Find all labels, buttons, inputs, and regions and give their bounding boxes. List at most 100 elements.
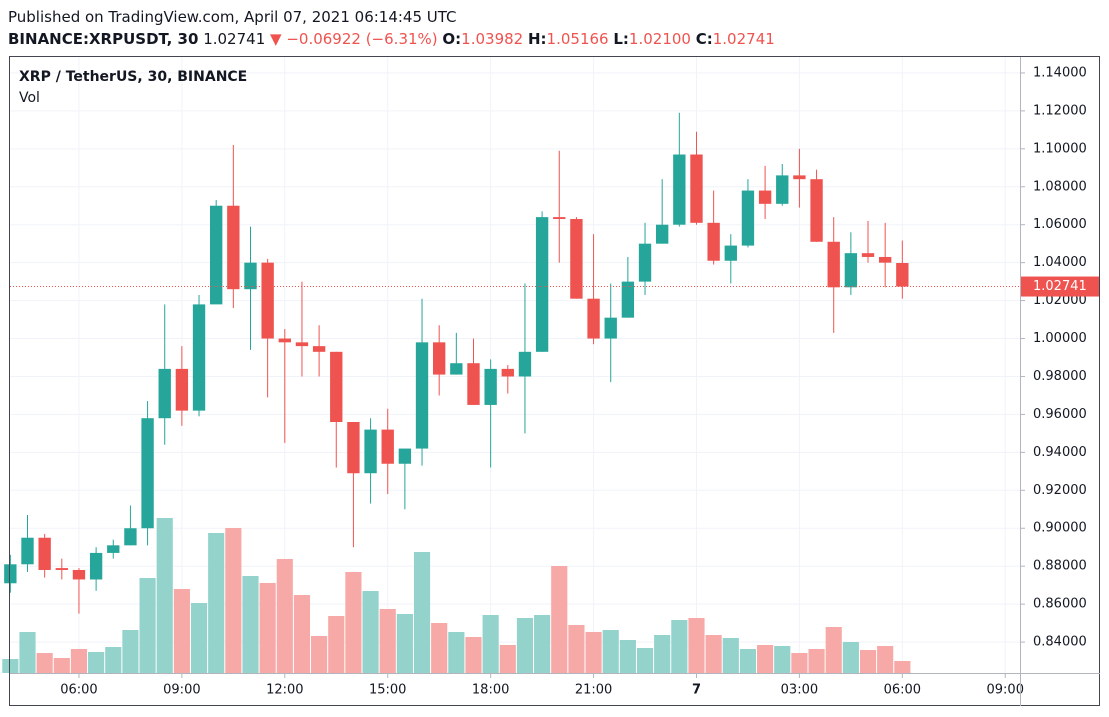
candle-body xyxy=(467,363,480,405)
c-label: C: xyxy=(695,30,713,48)
candle-body xyxy=(518,351,532,377)
candle-body xyxy=(827,241,840,288)
candle-body xyxy=(450,363,463,375)
volume-bar xyxy=(156,518,173,673)
axes: 0.84000 0.86000 0.88000 0.90000 0.92000 0.940… xyxy=(10,65,1099,698)
candle-body xyxy=(776,175,789,204)
volume-bar xyxy=(328,616,345,673)
y-tick-label: 1.12000 xyxy=(1033,103,1087,118)
candle-body xyxy=(124,528,137,546)
volume-bar xyxy=(602,630,619,673)
volume-bar xyxy=(551,566,568,673)
candle-body xyxy=(55,568,68,570)
volume-bar xyxy=(70,649,88,673)
candle-body xyxy=(810,179,823,242)
candle-body xyxy=(707,222,720,261)
volume-bar xyxy=(774,646,791,673)
last-price-label: 1.02741 xyxy=(1033,279,1087,294)
candle-body xyxy=(844,253,858,288)
volume-bar xyxy=(585,632,602,673)
header: Published on TradingView.com, April 07, … xyxy=(8,6,775,50)
volume-bar xyxy=(859,650,877,673)
x-tick-label: 7 xyxy=(692,683,701,698)
candle-body xyxy=(415,342,429,449)
x-tick-label: 21:00 xyxy=(575,683,612,698)
candle-body xyxy=(175,368,189,411)
volume-bar xyxy=(413,552,431,673)
volume-bar xyxy=(242,576,259,673)
y-tick-label: 0.86000 xyxy=(1033,597,1087,612)
candle-body xyxy=(312,346,326,352)
candle-body xyxy=(295,342,309,347)
last-price-box xyxy=(1020,276,1099,297)
volume-bar xyxy=(842,642,859,673)
candle-body xyxy=(758,190,772,204)
y-tick-label: 1.02000 xyxy=(1033,293,1087,308)
volume-bar xyxy=(311,636,328,673)
x-tick-label: 03:00 xyxy=(781,683,818,698)
candle-body xyxy=(570,219,583,299)
volume-bar xyxy=(53,658,70,673)
candle-body xyxy=(330,351,343,423)
candle-body xyxy=(107,545,120,553)
x-tick-label: 06:00 xyxy=(884,683,921,698)
volume-bar xyxy=(139,578,156,673)
candle-body xyxy=(621,281,635,318)
arrow: ▼ xyxy=(270,30,282,48)
volume-bar xyxy=(705,635,722,673)
volume-bar xyxy=(173,589,190,673)
candle-body xyxy=(861,253,875,257)
candle-body xyxy=(656,224,669,244)
candle-body xyxy=(89,552,103,580)
y-tick-label: 1.14000 xyxy=(1033,65,1087,80)
volume-bar xyxy=(499,645,516,673)
x-tick-label: 09:00 xyxy=(163,683,200,698)
volume-bar xyxy=(105,647,122,673)
volume-bar xyxy=(877,646,894,673)
volume-bar xyxy=(894,661,911,673)
candle-body xyxy=(158,368,171,419)
candle-body xyxy=(278,338,291,343)
candle-body xyxy=(261,262,274,339)
volume-bar xyxy=(2,659,19,673)
candle-body xyxy=(724,245,737,261)
volume-bar xyxy=(345,572,362,673)
candle-body xyxy=(501,368,514,377)
candle-body xyxy=(673,154,686,225)
volume-bar xyxy=(36,653,53,673)
candle-body xyxy=(587,298,600,339)
candle-body xyxy=(72,569,86,580)
candle-body xyxy=(381,429,394,464)
volume-bar xyxy=(739,649,757,673)
candle-body xyxy=(141,418,154,529)
candle-body xyxy=(896,262,909,287)
candle-body xyxy=(210,205,223,305)
volume-bar xyxy=(654,635,671,673)
volume-bar xyxy=(19,632,36,673)
volume-bar xyxy=(88,652,105,673)
y-tick-label: 1.00000 xyxy=(1033,331,1087,346)
x-tick-label: 06:00 xyxy=(60,683,97,698)
last: 1.02741 xyxy=(203,30,266,48)
candle-body xyxy=(553,217,566,220)
y-tick-label: 0.98000 xyxy=(1033,369,1087,384)
h-label: H: xyxy=(527,30,547,48)
volume-bar xyxy=(448,632,465,673)
volume-bar xyxy=(190,603,208,673)
volume-legend: Vol xyxy=(19,90,40,106)
candle-body xyxy=(690,154,703,223)
y-tick-label: 1.06000 xyxy=(1033,217,1087,232)
volume-bar xyxy=(259,583,276,673)
y-tick-label: 0.88000 xyxy=(1033,559,1087,574)
candle-body xyxy=(398,448,412,464)
candle-body xyxy=(741,190,755,246)
candle-body xyxy=(4,564,17,584)
y-tick-label: 1.10000 xyxy=(1033,141,1087,156)
l: 1.02100 xyxy=(628,30,691,48)
volume-bar xyxy=(636,648,654,673)
o-label: O: xyxy=(442,30,462,48)
volume-bar xyxy=(568,625,585,673)
volume-bar xyxy=(465,637,482,673)
volume-bar xyxy=(225,528,242,673)
